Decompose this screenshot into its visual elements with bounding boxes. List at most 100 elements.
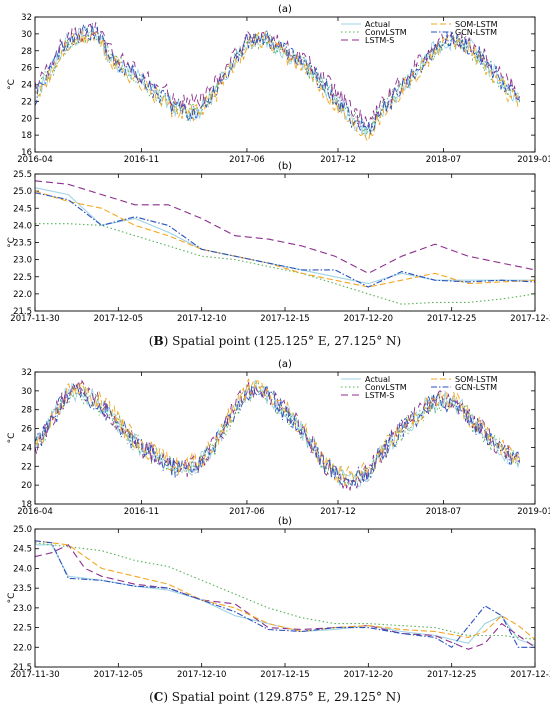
chart-title: (a) xyxy=(278,359,292,370)
y-tick-label: 23.5 xyxy=(13,584,32,594)
chart-title: (b) xyxy=(278,516,292,527)
legend-label-gcn_lstm: GCN-LSTM xyxy=(455,383,497,392)
plot-frame xyxy=(34,173,536,312)
y-tick-label: 24 xyxy=(21,81,32,91)
series-line-lstm_s xyxy=(35,544,535,650)
y-tick-label: 21.5 xyxy=(13,307,32,317)
x-tick-label: 2017-12 xyxy=(320,507,356,517)
y-tick-label: 25.0 xyxy=(13,525,32,535)
series-line-convlstm xyxy=(35,223,535,305)
x-tick-label: 2017-12-10 xyxy=(177,314,226,324)
series-line-som_lstm xyxy=(35,378,521,487)
series-line-gcn_lstm xyxy=(35,192,535,288)
series-line-gcn_lstm xyxy=(35,23,520,135)
y-tick-label: 32 xyxy=(21,13,32,23)
plot-frame xyxy=(34,528,536,668)
y-tick-label: 20 xyxy=(21,114,32,124)
legend-label-lstm_s: LSTM-S xyxy=(365,391,394,400)
y-tick-label: 28 xyxy=(21,47,32,57)
y-tick-label: 32 xyxy=(21,368,32,378)
y-axis-label: °C xyxy=(7,237,17,248)
x-tick-label: 2017-06 xyxy=(229,155,265,165)
x-tick-label: 2017-12-15 xyxy=(260,314,309,324)
plot-frame xyxy=(34,371,536,505)
x-tick-label: 2018-07 xyxy=(426,155,462,165)
series-line-convlstm xyxy=(35,26,521,135)
x-tick-label: 2017-11-30 xyxy=(10,670,59,680)
x-tick-label: 2016-04 xyxy=(17,155,53,165)
series-line-convlstm xyxy=(35,380,520,488)
legend-label-actual: Actual xyxy=(365,20,390,29)
caption-b-letter: B xyxy=(153,334,164,348)
y-tick-label: 26 xyxy=(21,64,32,74)
y-tick-label: 24.0 xyxy=(13,564,32,574)
y-tick-label: 23.5 xyxy=(13,239,32,249)
series-line-gcn_lstm xyxy=(35,540,535,649)
x-tick-label: 2016-11 xyxy=(124,507,160,517)
y-tick-label: 22.5 xyxy=(13,624,32,634)
y-tick-label: 24.5 xyxy=(13,204,32,214)
x-tick-label: 2019-01 xyxy=(517,155,550,165)
series-line-som_lstm xyxy=(35,30,520,142)
caption-b-open: ( xyxy=(148,334,154,348)
y-axis-label: °C xyxy=(7,593,17,604)
series-line-convlstm xyxy=(35,542,535,640)
x-tick-label: 2017-12-10 xyxy=(177,670,226,680)
y-tick-label: 25.0 xyxy=(13,187,32,197)
x-tick-label: 2017-12-25 xyxy=(427,670,476,680)
series-line-actual xyxy=(35,187,535,285)
y-tick-label: 21.5 xyxy=(13,663,32,673)
y-tick-label: 22.0 xyxy=(13,290,32,300)
x-tick-label: 2017-12-30 xyxy=(510,670,550,680)
caption-c-text: ) Spatial point (129.875° E, 29.125° N) xyxy=(163,690,401,704)
x-tick-label: 2018-07 xyxy=(426,507,462,517)
legend-label-gcn_lstm: GCN-LSTM xyxy=(455,28,497,37)
y-tick-label: 24.0 xyxy=(13,221,32,231)
x-tick-label: 2017-11-30 xyxy=(10,314,59,324)
plot-frame xyxy=(34,16,536,153)
y-axis-label: °C xyxy=(7,79,17,90)
legend-label-lstm_s: LSTM-S xyxy=(365,36,394,45)
y-tick-label: 24.5 xyxy=(13,545,32,555)
x-tick-label: 2017-06 xyxy=(229,507,265,517)
y-tick-label: 16 xyxy=(21,148,32,158)
legend-label-som_lstm: SOM-LSTM xyxy=(455,20,498,29)
y-tick-label: 26 xyxy=(21,425,32,435)
legend-label-convlstm: ConvLSTM xyxy=(365,28,407,37)
x-tick-label: 2017-12-05 xyxy=(94,314,143,324)
y-tick-label: 23.0 xyxy=(13,256,32,266)
chart-panel1: (a) °C 16 18 20 22 24 26 28 30 32 2016-04 2016-11 201… xyxy=(7,4,550,165)
y-tick-label: 24 xyxy=(21,443,32,453)
chart-title: (a) xyxy=(278,4,292,15)
y-tick-label: 25.5 xyxy=(13,170,32,180)
x-tick-label: 2017-12-20 xyxy=(344,314,393,324)
caption-b: (B) Spatial point (125.125° E, 27.125° N… xyxy=(0,334,550,348)
y-tick-label: 22.5 xyxy=(13,273,32,283)
series-line-lstm_s xyxy=(35,22,521,128)
x-tick-label: 2017-12-05 xyxy=(94,670,143,680)
y-tick-label: 18 xyxy=(21,500,32,510)
y-tick-label: 22 xyxy=(21,97,32,107)
y-tick-label: 30 xyxy=(21,387,32,397)
legend-label-actual: Actual xyxy=(365,375,390,384)
series-line-som_lstm xyxy=(35,540,535,640)
y-axis-label: °C xyxy=(7,433,17,444)
series-line-som_lstm xyxy=(35,190,535,288)
y-tick-label: 23.0 xyxy=(13,604,32,614)
chart-panel2: (b) °C 21.5 22.0 22.5 23.0 23.5 24.0 24.5 25.0 25.… xyxy=(7,161,550,324)
caption-c-open: ( xyxy=(149,690,154,704)
chart-title: (b) xyxy=(278,161,292,172)
legend-label-convlstm: ConvLSTM xyxy=(365,383,407,392)
caption-b-text: ) Spatial point (125.125° E, 27.125° N) xyxy=(163,334,402,348)
y-tick-label: 18 xyxy=(21,131,32,141)
x-tick-label: 2019-01 xyxy=(517,507,550,517)
x-tick-label: 2017-12-30 xyxy=(510,314,550,324)
x-tick-label: 2016-11 xyxy=(124,155,160,165)
x-tick-label: 2016-04 xyxy=(17,507,53,517)
y-tick-label: 20 xyxy=(21,481,32,491)
y-tick-label: 22 xyxy=(21,462,32,472)
series-line-lstm_s xyxy=(35,379,520,491)
x-tick-label: 2017-12-25 xyxy=(427,314,476,324)
series-line-gcn_lstm xyxy=(35,383,521,488)
